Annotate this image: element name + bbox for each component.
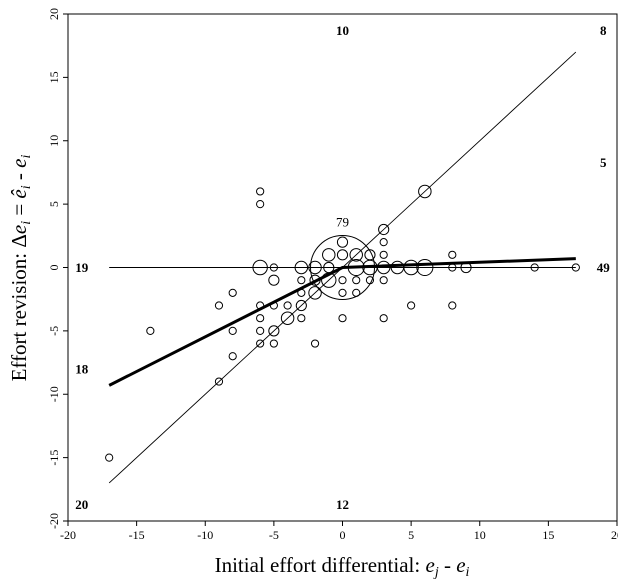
data-bubble [379,314,388,323]
count-label: 19 [75,260,89,275]
y-tick-label: 20 [47,8,61,20]
x-tick-label: 15 [542,528,554,542]
data-bubble [256,187,265,196]
data-bubble [352,276,361,285]
data-bubble [379,250,388,259]
data-bubble [448,250,457,259]
count-label: 49 [597,260,611,275]
data-bubble [256,339,265,348]
data-bubble [336,249,349,261]
data-bubble [252,259,268,276]
count-label: 18 [75,361,89,376]
count-label: 8 [600,23,607,38]
count-label: 10 [336,23,349,38]
data-bubble [418,184,432,199]
y-tick-label: 15 [47,71,61,83]
x-tick-label: 20 [611,528,618,542]
data-bubble [571,263,580,272]
y-tick-label: 10 [47,135,61,147]
data-bubble [146,326,155,335]
axis-ticks: -20 -15 -10 -5 0 5 10 15 20 -20 -15 -10 -5 0 5 10 15 20 [47,8,618,542]
data-bubble [268,325,280,337]
data-bubble [403,259,419,276]
data-bubble [378,223,390,236]
data-bubble [269,263,278,272]
x-axis-title: Initial effort differential: ej - ei [215,553,470,580]
data-bubble [530,263,539,272]
data-bubble [297,276,306,285]
data-bubble [294,260,309,275]
data-bubble [295,299,307,312]
data-bubble [407,301,416,310]
fit-line-group [108,257,576,387]
data-bubble [379,276,388,285]
data-bubble [338,314,347,323]
data-bubble [352,288,361,297]
data-bubble [365,276,375,285]
data-bubble [228,288,237,297]
y-axis-title: Effort revision: Δei = êi - ei [7,155,34,382]
data-bubble [338,288,347,297]
data-bubble [283,301,292,310]
x-tick-label: -20 [60,528,76,542]
y-tick-label: 5 [47,201,61,207]
data-bubble [256,326,265,335]
x-tick-label: 5 [408,528,414,542]
data-bubble [336,236,349,248]
bubbles [105,184,580,462]
data-bubble [349,248,363,262]
data-bubble [448,301,457,310]
data-bubble [308,260,322,275]
data-bubble [228,352,237,361]
data-bubble [308,286,322,300]
data-bubble [256,314,265,323]
data-bubble [322,248,336,262]
data-bubble [256,200,265,209]
count-label: 12 [336,497,349,512]
x-tick-label: 0 [340,528,346,542]
y-tick-label: -15 [47,450,61,466]
data-bubble [280,311,295,325]
data-bubble [269,339,278,348]
y-tick-label: -10 [47,386,61,402]
data-bubble [105,453,114,462]
center-bubble-count: 79 [336,214,349,229]
count-label: 20 [75,497,88,512]
count-label: 5 [600,155,607,170]
data-bubble [228,326,237,335]
data-bubble [214,301,224,310]
y-tick-label: -20 [47,513,61,529]
data-bubble [416,258,434,277]
data-bubble [338,276,347,285]
x-tick-label: 10 [474,528,486,542]
y-tick-label: 0 [47,265,61,271]
data-bubble [310,339,320,348]
count-labels: 10 8 5 19 49 18 20 12 79 [75,23,610,512]
x-tick-label: -5 [269,528,279,542]
data-bubble [297,314,306,323]
y-tick-label: -5 [47,326,61,336]
data-bubble [379,238,388,247]
fit-line [108,257,576,387]
x-tick-label: -10 [197,528,213,542]
data-bubble [268,274,280,286]
data-bubble [214,377,224,386]
x-tick-label: -15 [129,528,145,542]
